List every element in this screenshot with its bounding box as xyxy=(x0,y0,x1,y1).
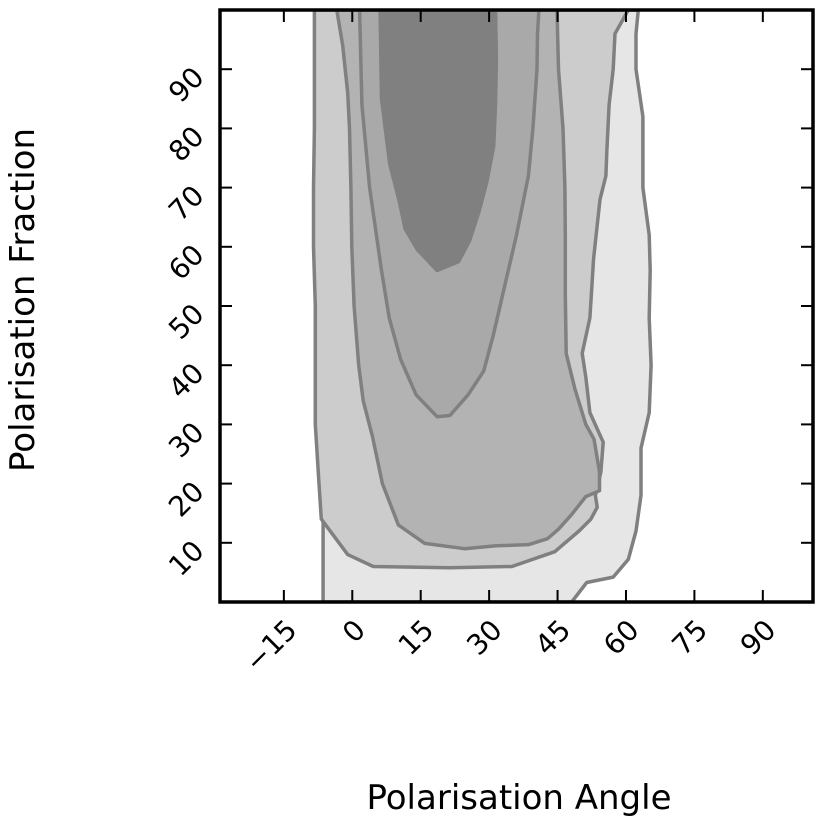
x-tick-label: 90 xyxy=(734,613,783,662)
x-tick-label: −15 xyxy=(238,613,303,678)
contour-level-5 xyxy=(378,10,499,273)
x-tick-labels: −15 0 15 30 45 60 75 90 xyxy=(238,613,782,678)
y-tick-label: 70 xyxy=(162,179,211,228)
y-axis-title: Polarisation Fraction xyxy=(3,128,43,472)
x-tick-label: 30 xyxy=(460,613,509,662)
y-tick-label: 60 xyxy=(162,238,211,287)
x-axis-title: Polarisation Angle xyxy=(366,778,671,818)
contour-fills xyxy=(311,10,653,602)
y-tick-label: 90 xyxy=(162,60,211,109)
axes xyxy=(218,8,815,604)
x-tick-label: 0 xyxy=(336,613,372,649)
y-tick-label: 40 xyxy=(162,356,211,405)
y-tick-label: 20 xyxy=(162,475,211,524)
x-tick-label: 75 xyxy=(665,613,714,662)
y-tick-labels: 10 20 30 40 50 60 70 80 90 xyxy=(162,60,211,582)
x-tick-label: 60 xyxy=(597,613,646,662)
y-tick-label: 10 xyxy=(162,534,211,583)
y-tick-label: 80 xyxy=(162,120,211,169)
y-tick-label: 30 xyxy=(162,416,211,465)
x-tick-label: 45 xyxy=(529,613,578,662)
y-tick-label: 50 xyxy=(162,297,211,346)
x-tick-label: 15 xyxy=(392,613,441,662)
